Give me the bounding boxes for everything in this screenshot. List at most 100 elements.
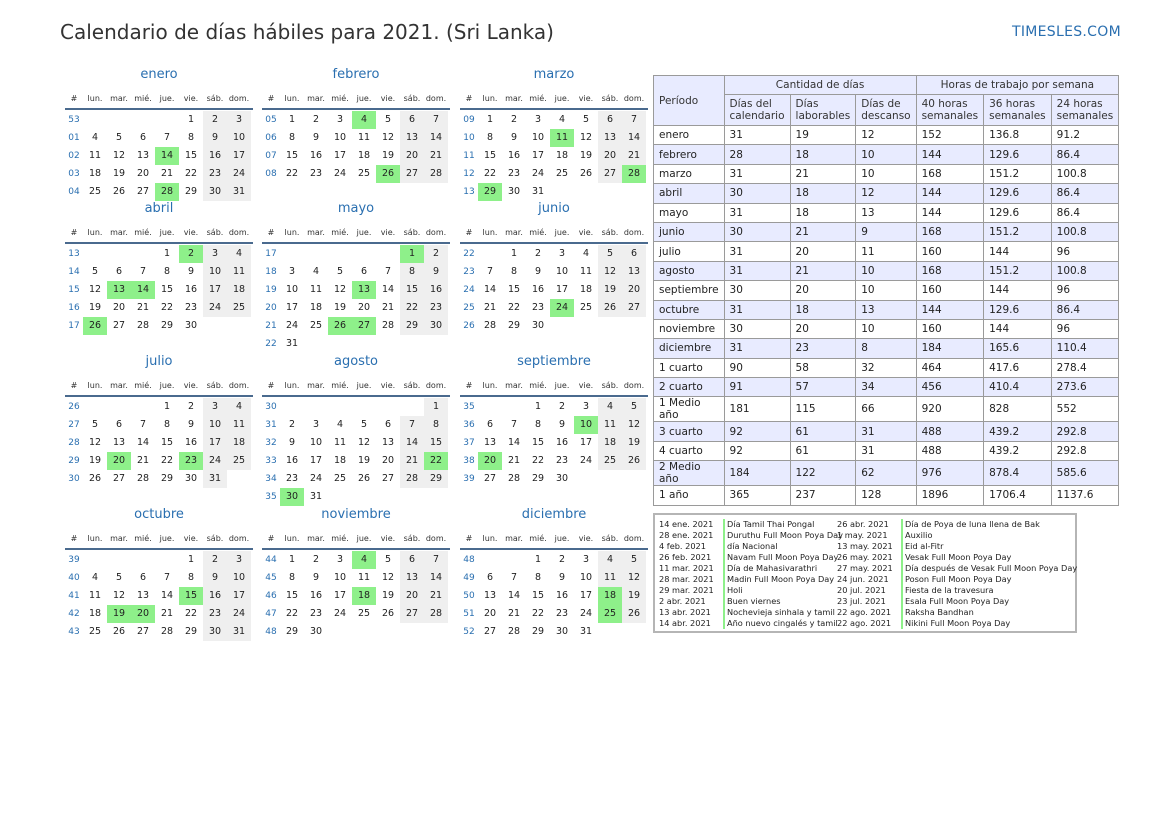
week-number: 21 [265,321,277,331]
weekday-label: mié. [331,228,349,237]
week-number: 52 [463,627,475,637]
week-number-header: # [465,534,473,543]
day-cell: 10 [203,416,227,434]
day-cell: 12 [598,263,622,281]
weekday-label: dom. [425,228,447,237]
stats-cell: 122 [789,460,857,487]
day-cell: 21 [160,608,174,619]
weekday-label: mié. [529,534,547,543]
column-header: Días laborables [789,94,857,126]
day-cell: 3 [336,114,344,125]
day-cell: 30 [184,320,198,331]
holiday-name: día Nacional [723,541,778,552]
weekday-label: jue. [356,228,372,237]
week-number: 01 [68,133,80,143]
month-title: agosto [334,354,378,369]
day-cell: 9 [534,266,542,277]
month-title: febrero [332,67,380,82]
day-cell: 16 [555,437,569,448]
day-cell: 10 [574,416,598,434]
stats-cell: 878.4 [983,460,1052,487]
week-row: 25 21 22 23 24 25 26 27 [460,299,648,317]
brand-link[interactable]: TIMESLES.COM [1012,24,1121,40]
day-cell: 1 [187,114,195,125]
day-cell: 10 [555,266,569,277]
stats-cell: 10 [855,260,917,282]
stats-cell: diciembre [653,338,725,359]
day-cell: 6 [115,419,123,430]
holiday-name: Duruthu Full Moon Poya Day [723,530,843,541]
weekday-label: vie. [380,94,396,103]
day-cell: 11 [88,590,102,601]
holiday-name: Día después de Vesak Full Moon Poya Day [901,563,1077,574]
weekday-label: lun. [482,228,498,237]
day-cell: 7 [622,111,646,129]
day-cell: 16 [203,147,227,165]
weekday-label: jue. [159,94,175,103]
weekday-label: jue. [356,534,372,543]
weekday-label: sáb. [601,94,619,103]
stats-cell: 86.4 [1050,202,1120,223]
stats-row: 1 año 365 237 128 1896 1706.4 1137.6 [653,485,1120,506]
day-cell: 11 [579,266,593,277]
working-days-table: Período Cantidad de días Horas de trabaj… [653,75,1120,506]
day-cell: 30 [507,186,521,197]
stats-cell: 31 [723,241,791,262]
day-cell: 28 [136,473,150,484]
stats-row: julio 31 20 11 160 144 96 [653,241,1120,262]
stats-cell: 976 [915,460,985,487]
stats-cell: 31 [723,163,791,185]
stats-row: mayo 31 18 13 144 129.6 86.4 [653,202,1120,223]
day-cell: 13 [483,437,497,448]
day-cell: 29 [184,626,198,637]
day-cell: 19 [598,281,622,299]
day-cell: 27 [598,165,622,183]
day-cell: 29 [478,183,502,201]
day-cell: 29 [160,320,174,331]
week-row: 26 1 2 3 4 [65,398,253,416]
month-title: noviembre [321,507,391,522]
stats-cell: abril [653,183,725,204]
day-cell: 22 [285,168,299,179]
weekday-label: lun. [284,534,300,543]
holiday-entry: 27 may. 2021 Día después de Vesak Full Mo… [837,563,1139,574]
stats-row: 3 cuarto 92 61 31 488 439.2 292.8 [653,421,1120,442]
week-number: 26 [68,402,80,412]
day-cell: 9 [510,132,518,143]
holiday-entry: 29 mar. 2021 Holi [659,585,835,596]
week-row: 32 9 10 11 12 13 14 15 [262,434,450,452]
day-cell: 3 [203,398,227,416]
holiday-date: 29 mar. 2021 [659,585,714,595]
holiday-entry: 2 abr. 2021 Buen viernes [659,596,835,607]
day-cell: 20 [112,302,126,313]
stats-cell: 585.6 [1050,460,1120,487]
stats-cell: 86.4 [1050,299,1120,320]
day-cell: 21 [381,302,395,313]
day-cell: 20 [136,168,150,179]
week-number: 03 [68,169,80,179]
day-cell: 16 [309,150,323,161]
stats-cell: 100.8 [1050,163,1120,185]
day-cell: 27 [483,473,497,484]
day-cell: 15 [179,587,203,605]
day-cell: 26 [598,299,622,317]
day-cell: 18 [357,150,371,161]
day-cell: 3 [582,554,590,565]
stats-cell: 439.2 [983,421,1052,442]
day-cell: 9 [312,572,320,583]
day-cell: 1 [510,248,518,259]
month-title: mayo [337,201,375,216]
week-row: 34 23 24 25 26 27 28 29 [262,470,450,488]
day-cell: 23 [184,302,198,313]
day-cell: 18 [579,284,593,295]
holiday-date: 22 ago. 2021 [837,618,892,628]
month-diciembre: diciembre # lun. mar. mié. jue. vie. sáb. dom. 48… [460,507,648,641]
holiday-entry: 23 jul. 2021 Esala Full Moon Poya Day [837,596,1139,607]
week-row: 24 14 15 16 17 18 19 20 [460,281,648,299]
day-cell: 22 [285,608,299,619]
day-cell: 25 [333,473,347,484]
stats-cell: 30 [723,318,791,340]
day-cell: 4 [91,132,99,143]
week-row: 18 3 4 5 6 7 8 9 [262,263,450,281]
day-cell: 31 [531,186,545,197]
